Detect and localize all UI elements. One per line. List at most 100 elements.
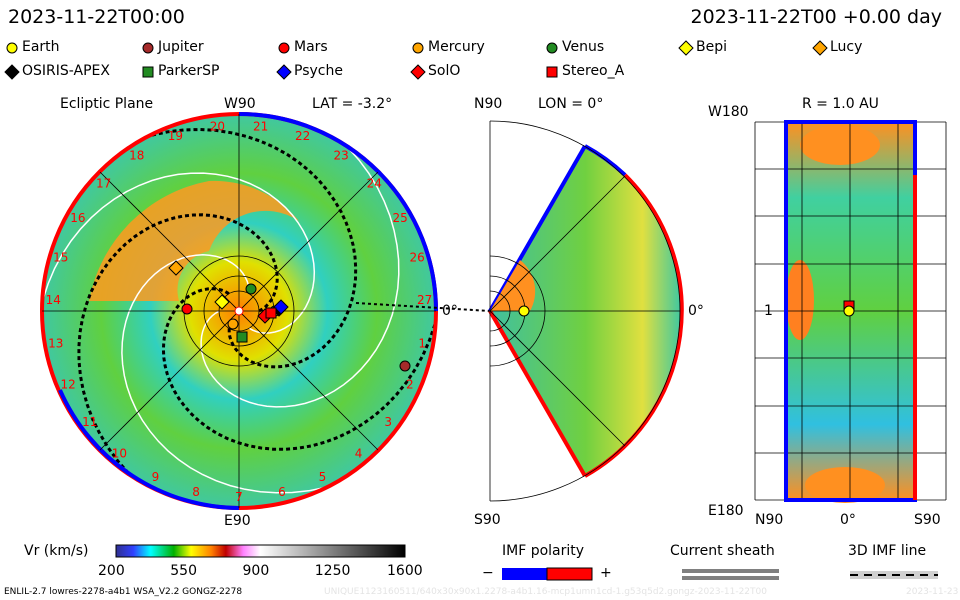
sector-number: 27 xyxy=(417,293,432,307)
radial-x-right: S90 xyxy=(914,512,941,528)
sector-number: 4 xyxy=(355,447,363,461)
current-sheath-line xyxy=(77,213,279,475)
circle-marker-icon xyxy=(546,42,558,54)
diamond-marker-icon xyxy=(410,64,426,80)
current-sheath-line xyxy=(121,254,326,494)
sector-number: 3 xyxy=(384,415,392,429)
sector-number: 18 xyxy=(129,149,144,163)
radial-top-left: W180 xyxy=(708,104,749,120)
square-marker-icon xyxy=(546,66,558,78)
legend-item-mars: Mars xyxy=(294,39,328,55)
sector-number: 22 xyxy=(295,129,310,143)
sector-number: 17 xyxy=(96,176,111,190)
ecliptic-top-label: W90 xyxy=(224,96,256,112)
planet-jupiter xyxy=(399,360,411,372)
legend-item-earth: Earth xyxy=(22,39,60,55)
footer-model: ENLIL-2.7 lowres-2278-a4b1 WSA_V2.2 GONG… xyxy=(4,587,243,597)
time-left: 2023-11-22T00:00 xyxy=(8,6,185,28)
marker xyxy=(142,42,154,54)
current-sheath-line xyxy=(42,172,316,334)
legend-item-mercury: Mercury xyxy=(428,39,485,55)
marker xyxy=(678,40,694,56)
current-sheath-line xyxy=(200,147,400,408)
legend-item-parkersp: ParkerSP xyxy=(158,63,220,79)
colorbar-tick: 200 xyxy=(98,563,125,579)
sector-number: 7 xyxy=(235,490,243,504)
marker xyxy=(546,42,558,54)
circle-marker-icon xyxy=(412,42,424,54)
colorbar xyxy=(115,544,406,558)
sector-number: 25 xyxy=(392,211,407,225)
sector-number: 14 xyxy=(46,293,61,307)
sector-number: 13 xyxy=(48,336,63,350)
current-sheath-line xyxy=(151,127,358,369)
legend-item-bepi: Bepi xyxy=(696,39,727,55)
marker xyxy=(412,42,424,54)
meridional-top: N90 xyxy=(474,96,503,112)
planet-psyche xyxy=(273,299,289,315)
imf-minus: − xyxy=(482,565,494,581)
legend-item-jupiter: Jupiter xyxy=(158,39,204,55)
colorbar-tick: 550 xyxy=(170,563,197,579)
meridional-bottom: S90 xyxy=(474,512,501,528)
sector-number: 21 xyxy=(253,119,268,133)
sector-number: 12 xyxy=(61,378,76,392)
sector-number: 26 xyxy=(410,251,425,265)
sector-number: 11 xyxy=(82,415,97,429)
ecliptic-title: Ecliptic Plane xyxy=(60,96,154,112)
radial-mid-left: 1 xyxy=(764,303,773,319)
sector-number: 2 xyxy=(406,378,414,392)
planet-venus xyxy=(245,283,257,295)
ecliptic-lat: LAT = -3.2° xyxy=(312,96,393,112)
marker xyxy=(278,42,290,54)
planet-stereo_a xyxy=(265,307,277,319)
radial-x-left: N90 xyxy=(755,512,784,528)
imf-plus: + xyxy=(600,565,612,581)
sector-number: 16 xyxy=(70,211,85,225)
footer-run: UNIQUE1123160511/640x30x90x1.2278-a4b1.1… xyxy=(324,587,767,597)
legend-item-osiris-apex: OSIRIS-APEX xyxy=(22,63,110,79)
diamond-marker-icon xyxy=(812,40,828,56)
footer-date: 2023-11-23 xyxy=(906,587,959,597)
diamond-marker-icon xyxy=(4,64,20,80)
sector-number: 6 xyxy=(278,485,286,499)
radial-x-mid: 0° xyxy=(840,512,856,528)
legend-item-lucy: Lucy xyxy=(830,39,863,55)
sector-number: 8 xyxy=(192,485,200,499)
meridional-right: 0° xyxy=(688,303,704,319)
sector-number: 5 xyxy=(319,470,327,484)
planet-bepi xyxy=(214,294,230,310)
marker xyxy=(276,64,292,80)
planet-mercury xyxy=(227,318,239,330)
radial-title: R = 1.0 AU xyxy=(802,96,879,112)
diamond-marker-icon xyxy=(276,64,292,80)
marker xyxy=(6,42,18,54)
square-marker-icon xyxy=(142,66,154,78)
sector-number: 10 xyxy=(112,447,127,461)
radial-panel xyxy=(754,120,947,503)
sector-number: 15 xyxy=(53,251,68,265)
meridional-panel xyxy=(488,120,684,502)
legend-item-stereo_a: Stereo_A xyxy=(562,63,625,79)
current-sheath-line xyxy=(161,287,437,451)
marker xyxy=(142,66,154,78)
sector-number: 19 xyxy=(168,129,183,143)
sector-number: 23 xyxy=(334,149,349,163)
colorbar-label: Vr (km/s) xyxy=(24,543,89,559)
legend-item-venus: Venus xyxy=(562,39,605,55)
sector-number: 1 xyxy=(418,336,426,350)
meridional-lon: LON = 0° xyxy=(538,96,604,112)
time-right: 2023-11-22T00 +0.00 day xyxy=(690,6,942,28)
marker xyxy=(410,64,426,80)
circle-marker-icon xyxy=(6,42,18,54)
sector-number: 24 xyxy=(367,176,382,190)
legend-item-psyche: Psyche xyxy=(294,63,343,79)
marker xyxy=(4,64,20,80)
marker xyxy=(812,40,828,56)
legend-item-solo: SolO xyxy=(428,63,461,79)
colorbar-tick: 1250 xyxy=(314,563,351,579)
imf-label: IMF polarity xyxy=(502,543,585,559)
diamond-marker-icon xyxy=(678,40,694,56)
